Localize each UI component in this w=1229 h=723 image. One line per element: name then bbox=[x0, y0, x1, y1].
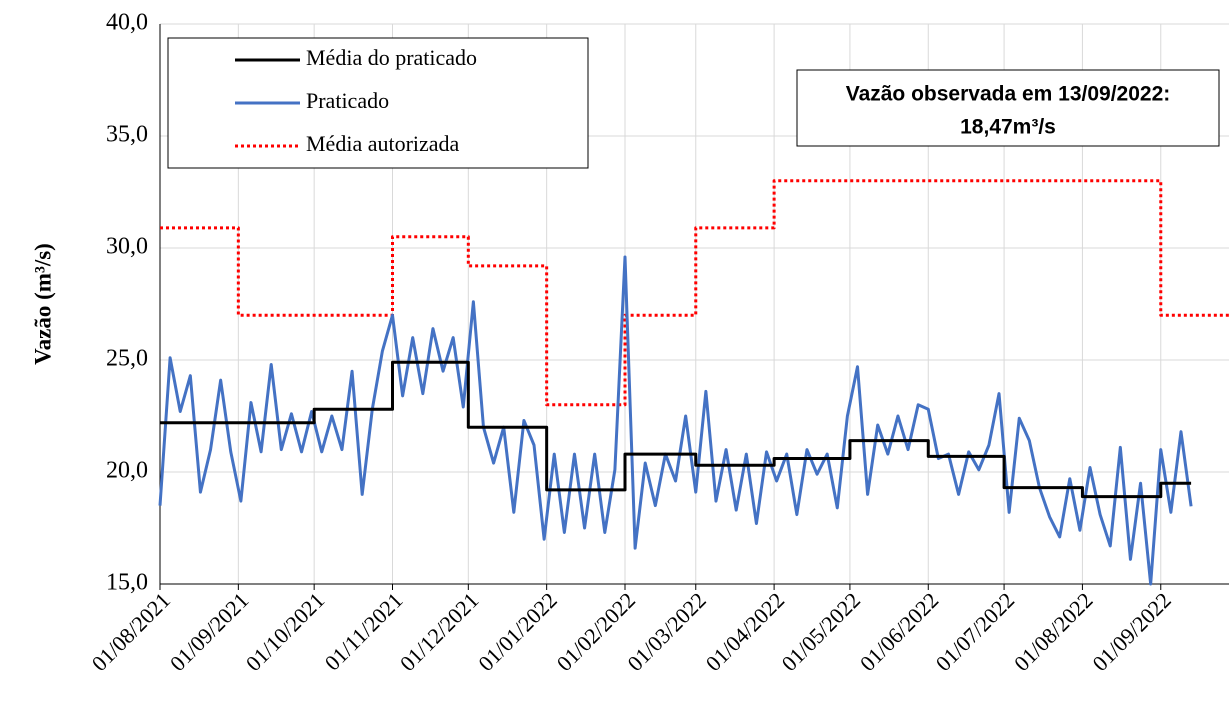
x-tick-label: 01/04/2022 bbox=[701, 587, 790, 676]
x-tick-label: 01/10/2021 bbox=[241, 587, 330, 676]
x-tick-label: 01/09/2021 bbox=[165, 587, 254, 676]
x-tick-label: 01/11/2021 bbox=[320, 587, 408, 675]
series-line bbox=[160, 179, 1229, 407]
series-line bbox=[158, 255, 1193, 586]
legend-label: Média do praticado bbox=[306, 45, 477, 70]
legend-label: Média autorizada bbox=[306, 131, 460, 156]
annotation: 18,47m³/s bbox=[960, 116, 1056, 139]
y-tick-label: 40,0 bbox=[106, 10, 148, 36]
y-axis-label: Vazão (m³/s) bbox=[30, 243, 55, 365]
x-tick-label: 01/07/2022 bbox=[931, 587, 1020, 676]
y-tick-label: 20,0 bbox=[106, 458, 148, 484]
y-tick-label: 30,0 bbox=[106, 234, 148, 260]
x-tick-label: 01/01/2022 bbox=[473, 587, 562, 676]
annotation-box bbox=[796, 69, 1220, 147]
series-line bbox=[160, 360, 1192, 499]
x-tick-label: 01/08/2022 bbox=[1009, 587, 1098, 676]
y-tick-label: 25,0 bbox=[106, 346, 148, 372]
annotation: Vazão observada em 13/09/2022: bbox=[846, 83, 1171, 106]
x-tick-label: 01/09/2022 bbox=[1087, 587, 1176, 676]
y-tick-label: 35,0 bbox=[106, 122, 148, 148]
x-tick-label: 01/12/2021 bbox=[395, 587, 484, 676]
y-tick-label: 15,0 bbox=[106, 570, 148, 596]
legend-label: Praticado bbox=[306, 88, 389, 113]
x-tick-label: 01/08/2021 bbox=[87, 587, 176, 676]
x-tick-label: 01/06/2022 bbox=[855, 587, 944, 676]
x-tick-label: 01/05/2022 bbox=[776, 587, 865, 676]
